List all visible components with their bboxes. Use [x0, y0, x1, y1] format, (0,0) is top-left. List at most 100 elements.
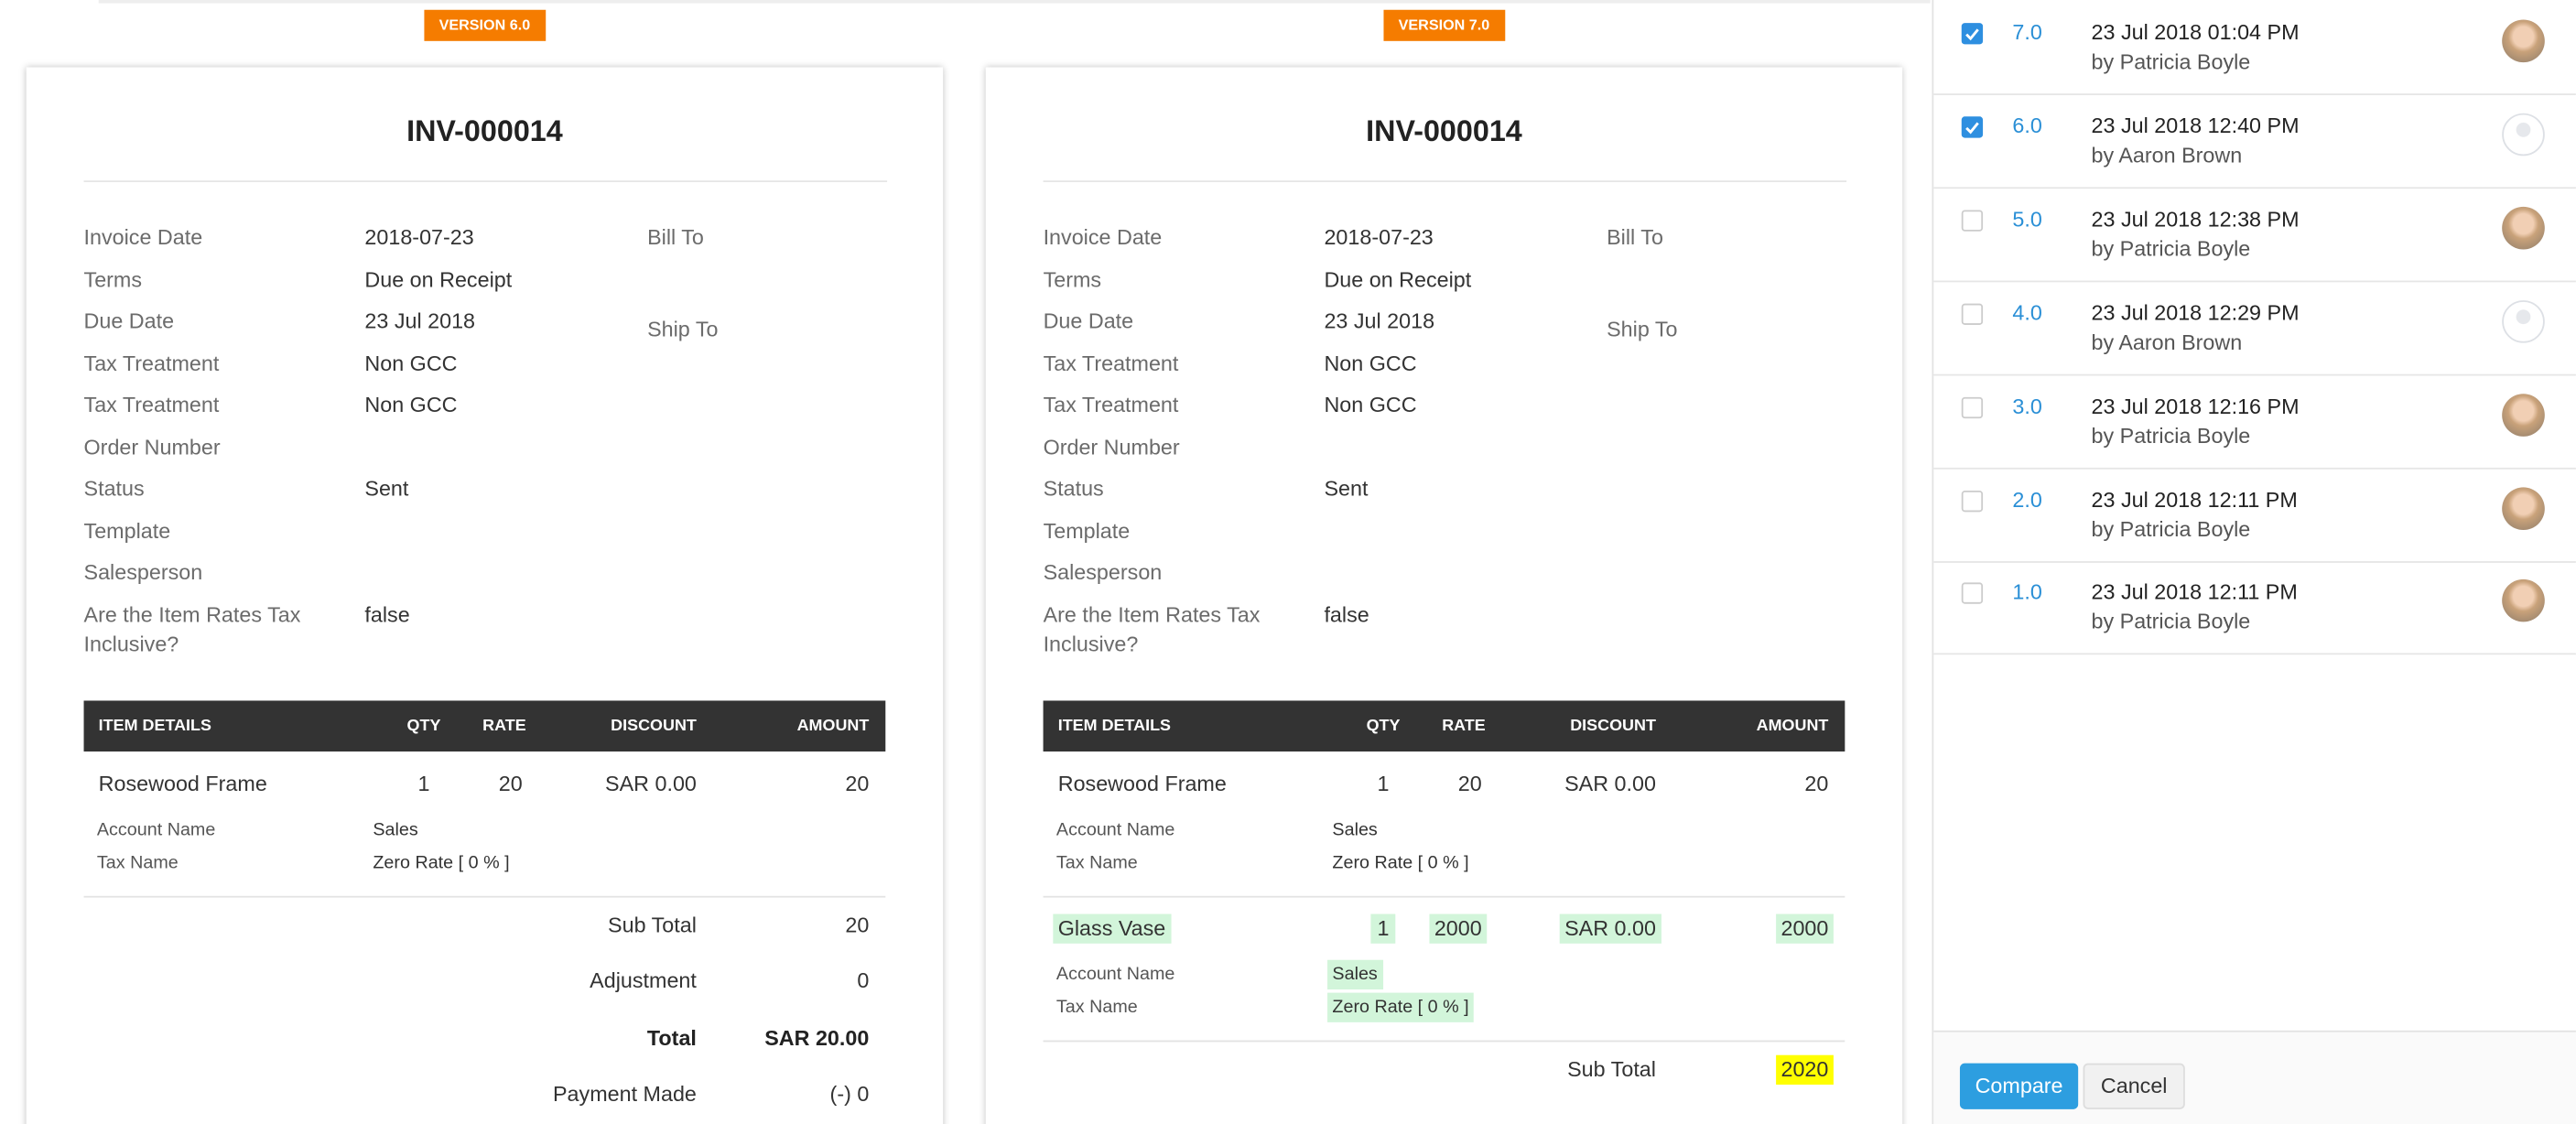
- row-separator: [1933, 560, 2576, 562]
- field-value: 23 Jul 2018: [364, 308, 476, 334]
- separator: [83, 895, 886, 898]
- total-label: Sub Total: [1567, 1056, 1656, 1082]
- field-label: Tax Treatment: [83, 350, 220, 375]
- version-author: by Aaron Brown: [2091, 142, 2243, 168]
- tax-value: Zero Rate [ 0 % ]: [1327, 992, 1475, 1022]
- field-value: false: [1324, 601, 1369, 627]
- avatar: [2502, 299, 2545, 343]
- row-separator: [1933, 93, 2576, 95]
- field-value: Due on Receipt: [364, 266, 513, 292]
- total-label: Sub Total: [608, 912, 697, 937]
- field-value: 23 Jul 2018: [1324, 308, 1435, 334]
- avatar: [2502, 206, 2545, 250]
- total-value: 2020: [1776, 1054, 1834, 1085]
- item-rate: 20: [498, 771, 523, 796]
- field-value: Non GCC: [1324, 392, 1417, 417]
- field-label: Are the Item Rates Tax Inclusive?: [1043, 601, 1261, 656]
- row-separator: [1933, 187, 2576, 189]
- field-value: 2018-07-23: [1324, 224, 1434, 250]
- version-checkbox[interactable]: [1961, 583, 1984, 605]
- item-amount: 2000: [1776, 913, 1834, 944]
- version-checkbox[interactable]: [1961, 303, 1984, 325]
- column-header: ITEM DETAILS: [98, 717, 211, 736]
- column-header: AMOUNT: [1756, 717, 1829, 736]
- version-number[interactable]: 7.0: [2012, 19, 2042, 45]
- tax-label: Tax Name: [1055, 997, 1138, 1018]
- invoice-number: INV-000014: [1366, 114, 1522, 148]
- item-amount: 20: [845, 771, 870, 796]
- version-checkbox[interactable]: [1961, 210, 1984, 232]
- version-checkbox[interactable]: [1961, 23, 1984, 45]
- field-label: Template: [83, 518, 171, 544]
- item-discount: SAR 0.00: [605, 771, 697, 796]
- field-value: Sent: [1324, 476, 1369, 502]
- panel: [985, 67, 1903, 1124]
- field-label: Order Number: [83, 434, 221, 459]
- cancel-button[interactable]: Cancel: [2083, 1063, 2185, 1109]
- avatar: [2502, 393, 2545, 437]
- avatar: [2502, 486, 2545, 530]
- field-value: false: [364, 601, 410, 627]
- column-header: RATE: [482, 717, 526, 736]
- total-value: SAR 20.00: [764, 1024, 870, 1050]
- version-number[interactable]: 5.0: [2012, 206, 2042, 232]
- row-separator: [1933, 280, 2576, 282]
- compare-button[interactable]: Compare: [1959, 1063, 2079, 1109]
- column-header: DISCOUNT: [1570, 717, 1656, 736]
- version-number[interactable]: 1.0: [2012, 579, 2042, 605]
- total-value: 0: [857, 968, 870, 994]
- field-label: Terms: [83, 266, 143, 292]
- field-label: Tax Treatment: [1043, 392, 1179, 417]
- version-checkbox[interactable]: [1961, 116, 1984, 138]
- field-value: Non GCC: [364, 350, 458, 375]
- field-label: Tax Treatment: [1043, 350, 1179, 375]
- field-label: Status: [83, 476, 145, 502]
- account-label: Account Name: [1055, 965, 1175, 985]
- field-label: Invoice Date: [83, 224, 203, 250]
- ship-to: Ship To: [647, 316, 719, 341]
- avatar: [2502, 579, 2545, 623]
- version-author: by Patricia Boyle: [2091, 515, 2251, 541]
- version-number[interactable]: 6.0: [2012, 113, 2042, 138]
- account-value: Sales: [1327, 959, 1383, 989]
- field-label: Due Date: [1043, 308, 1134, 334]
- item-discount: SAR 0.00: [1564, 771, 1656, 796]
- version-date: 23 Jul 2018 12:40 PM: [2091, 113, 2300, 138]
- top-rule: [98, 0, 1931, 4]
- column-header: ITEM DETAILS: [1057, 717, 1172, 736]
- version-checkbox[interactable]: [1961, 490, 1984, 512]
- version-number[interactable]: 3.0: [2012, 393, 2042, 418]
- column-header: QTY: [1366, 717, 1401, 736]
- version-number[interactable]: 4.0: [2012, 299, 2042, 325]
- tax-value: Zero Rate [ 0 % ]: [1332, 853, 1469, 873]
- version-author: by Patricia Boyle: [2091, 422, 2251, 448]
- version-checkbox[interactable]: [1961, 396, 1984, 418]
- item-qty: 1: [417, 771, 430, 796]
- item-amount: 20: [1804, 771, 1829, 796]
- table-header: [83, 700, 886, 752]
- field-label: Status: [1043, 476, 1104, 502]
- total-label: Payment Made: [552, 1081, 697, 1107]
- check-icon: [1965, 28, 1979, 41]
- field-label: Terms: [1043, 266, 1102, 292]
- account-label: Account Name: [1055, 820, 1175, 840]
- version-number[interactable]: 2.0: [2012, 486, 2042, 512]
- row-separator: [1933, 467, 2576, 469]
- column-header: QTY: [406, 717, 441, 736]
- avatar: [2502, 19, 2545, 63]
- version-date: 23 Jul 2018 12:11 PM: [2091, 579, 2298, 605]
- version-date: 23 Jul 2018 12:38 PM: [2091, 206, 2300, 232]
- account-value: Sales: [373, 820, 418, 840]
- account-label: Account Name: [96, 820, 216, 840]
- field-label: Due Date: [83, 308, 175, 334]
- separator: [1043, 180, 1847, 182]
- field-value: Non GCC: [1324, 350, 1417, 375]
- total-value: (-) 0: [829, 1081, 870, 1107]
- field-label: Salesperson: [1043, 560, 1163, 585]
- field-value: Due on Receipt: [1324, 266, 1472, 292]
- field-label: Are the Item Rates Tax Inclusive?: [83, 601, 301, 656]
- version-author: by Patricia Boyle: [2091, 49, 2251, 74]
- item-rate: 2000: [1429, 913, 1488, 944]
- item-discount: SAR 0.00: [1559, 913, 1661, 944]
- item-name: Glass Vase: [1053, 913, 1171, 944]
